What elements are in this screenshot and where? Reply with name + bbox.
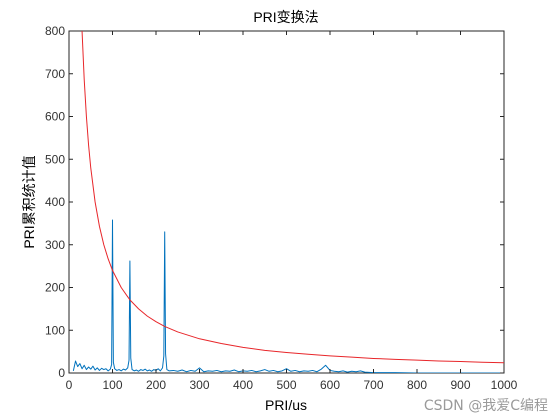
series-line-1 bbox=[81, 31, 504, 364]
series-line-0 bbox=[72, 219, 504, 373]
x-tick-label: 400 bbox=[233, 378, 253, 392]
y-tick-label: 300 bbox=[45, 238, 65, 252]
y-tick-label: 400 bbox=[45, 195, 65, 209]
x-tick-label: 900 bbox=[450, 378, 470, 392]
chart-title: PRI变换法 bbox=[253, 9, 318, 25]
y-tick-label: 700 bbox=[45, 67, 65, 81]
x-tick-label: 1000 bbox=[491, 378, 518, 392]
x-tick-label: 0 bbox=[66, 378, 73, 392]
y-tick-label: 0 bbox=[58, 366, 65, 380]
x-tick-label: 100 bbox=[102, 378, 122, 392]
x-tick-label: 700 bbox=[363, 378, 383, 392]
x-axis-label: PRI/us bbox=[265, 397, 307, 413]
y-tick-label: 800 bbox=[45, 24, 65, 38]
x-tick-label: 300 bbox=[189, 378, 209, 392]
y-axis-label: PRI累积统计值 bbox=[21, 155, 37, 248]
plot-area bbox=[68, 30, 505, 374]
watermark: CSDN @我爱C编程 bbox=[424, 398, 548, 414]
x-tick-label: 200 bbox=[146, 378, 166, 392]
y-tick-label: 200 bbox=[45, 281, 65, 295]
y-tick-label: 100 bbox=[45, 323, 65, 337]
x-tick-label: 800 bbox=[407, 378, 427, 392]
x-tick-label: 600 bbox=[320, 378, 340, 392]
y-tick-label: 600 bbox=[45, 110, 65, 124]
y-tick-label: 500 bbox=[45, 152, 65, 166]
x-tick-label: 500 bbox=[276, 378, 296, 392]
